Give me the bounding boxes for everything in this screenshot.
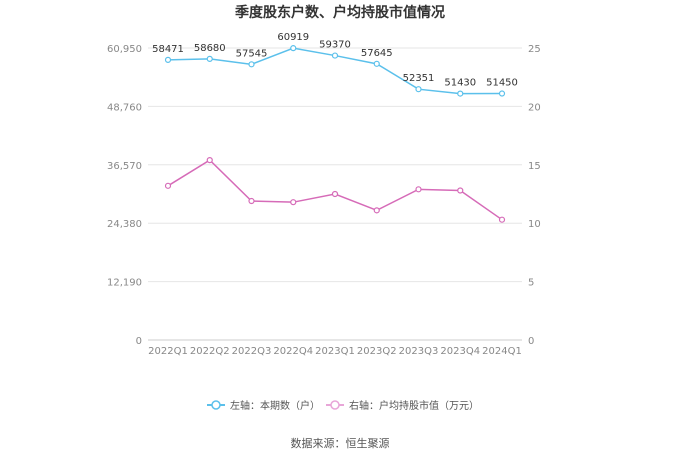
data-label: 58471 [152,44,184,55]
x-tick-label: 2022Q3 [232,346,272,357]
data-point[interactable] [206,157,213,164]
data-label: 58680 [194,43,226,54]
data-point[interactable] [457,90,464,97]
x-tick-label: 2022Q1 [148,346,188,357]
legend-item-avg-value[interactable]: 右轴：户均持股市值（万元） [326,399,479,412]
x-tick-label: 2024Q1 [482,346,522,357]
legend-item-households[interactable]: 左轴：本期数（户） [207,399,320,412]
left-tick-label: 36,570 [107,161,142,172]
data-label: 52351 [403,73,435,84]
x-tick-label: 2022Q4 [273,346,313,357]
legend-label-households: 左轴：本期数（户） [230,399,320,412]
data-label: 57545 [236,48,268,59]
x-tick-label: 2023Q1 [315,346,355,357]
series-layer: 58471 58680 57545 60919 59370 57645 52351 51430… [152,32,518,223]
data-label: 57645 [361,48,393,59]
legend-marker-avg-value [330,400,340,410]
data-label: 60919 [277,32,309,43]
legend[interactable]: 左轴：本期数（户） 右轴：户均持股市值（万元） [207,399,479,412]
left-tick-label: 0 [136,336,142,347]
legend-marker-households [211,400,221,410]
data-point[interactable] [331,190,339,198]
x-tick-label: 2023Q2 [357,346,397,357]
x-tick-label: 2023Q4 [440,346,480,357]
right-tick-label: 5 [528,278,534,289]
data-point[interactable] [457,187,464,194]
data-point[interactable] [373,207,380,214]
data-label: 51450 [486,78,518,89]
data-point[interactable] [498,90,506,97]
right-tick-label: 10 [528,219,541,230]
data-point[interactable] [290,199,297,206]
grid-lines [148,47,522,341]
right-axis-ticks: 0 5 10 15 20 25 [528,44,541,347]
data-point[interactable] [415,86,422,93]
right-tick-label: 20 [528,102,541,113]
data-point[interactable] [331,52,339,59]
left-tick-label: 12,190 [107,278,142,289]
left-axis-ticks: 0 12,190 24,380 36,570 48,760 60,950 [107,44,142,347]
series-line-avg-value [167,159,503,221]
data-point[interactable] [415,186,422,193]
data-point[interactable] [248,197,255,205]
data-point[interactable] [164,56,172,63]
left-tick-label: 60,950 [107,44,142,55]
left-tick-label: 48,760 [107,102,142,113]
data-point[interactable] [498,216,506,223]
data-point[interactable] [248,61,255,68]
right-tick-label: 15 [528,161,541,172]
source-note: 数据来源：恒生聚源 [291,436,390,450]
left-tick-label: 24,380 [107,219,142,230]
data-point[interactable] [373,60,380,67]
data-label: 59370 [319,40,351,51]
data-point[interactable] [290,45,297,52]
x-axis-ticks: 2022Q1 2022Q2 2022Q3 2022Q4 2023Q1 2023Q2 2023… [148,346,522,357]
data-label: 51430 [444,78,476,89]
x-tick-label: 2022Q2 [190,346,230,357]
x-tick-label: 2023Q3 [399,346,439,357]
data-point[interactable] [164,182,172,189]
right-tick-label: 0 [528,336,534,347]
data-point[interactable] [206,55,213,62]
legend-label-avg-value: 右轴：户均持股市值（万元） [349,399,479,412]
right-tick-label: 25 [528,44,541,55]
chart-title: 季度股东户数、户均持股市值情况 [234,4,445,21]
